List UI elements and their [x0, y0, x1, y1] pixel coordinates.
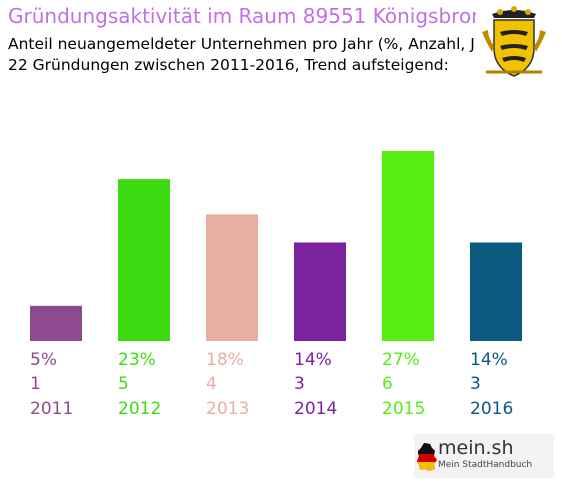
chart-title: Gründungsaktivität im Raum 89551 Königsb… [8, 4, 497, 28]
brand-logo[interactable]: mein.sh Mein StadtHandbuch [414, 434, 554, 478]
percent-label-2016: 14% [470, 350, 508, 370]
count-label-2014: 3 [294, 374, 305, 394]
year-label-2016: 2016 [470, 399, 513, 419]
year-label-2013: 2013 [206, 399, 249, 419]
bar-2012 [118, 179, 170, 341]
bars-group [30, 151, 522, 341]
bar-2016 [470, 242, 522, 341]
count-label-2012: 5 [118, 374, 129, 394]
percent-label-2015: 27% [382, 350, 420, 370]
bar-2015 [382, 151, 434, 341]
percent-label-2011: 5% [30, 350, 57, 370]
percent-label-2013: 18% [206, 350, 244, 370]
chart-summary: 22 Gründungen zwischen 2011-2016, Trend … [8, 56, 449, 74]
brand-logo-text: mein.sh [438, 437, 514, 459]
count-label-2013: 4 [206, 374, 217, 394]
percent-label-2014: 14% [294, 350, 332, 370]
bar-2014 [294, 242, 346, 341]
chart-subtitle: Anteil neuangemeldeter Unternehmen pro J… [8, 35, 507, 53]
bar-2011 [30, 305, 82, 341]
year-label-2012: 2012 [118, 399, 161, 419]
coat-of-arms-icon [476, 2, 552, 82]
year-label-2011: 2011 [30, 399, 73, 419]
percent-label-2012: 23% [118, 350, 156, 370]
brand-logo-subtext: Mein StadtHandbuch [438, 460, 533, 470]
count-label-2011: 1 [30, 374, 41, 394]
germany-map-icon [417, 443, 437, 471]
count-label-2015: 6 [382, 374, 393, 394]
year-label-2014: 2014 [294, 399, 337, 419]
labels-group: 5% 1 2011 23% 5 2012 18% 4 2013 14% 3 2014 27% 6 2015 1… [30, 350, 513, 419]
year-label-2015: 2015 [382, 399, 425, 419]
count-label-2016: 3 [470, 374, 481, 394]
bar-2013 [206, 214, 258, 341]
